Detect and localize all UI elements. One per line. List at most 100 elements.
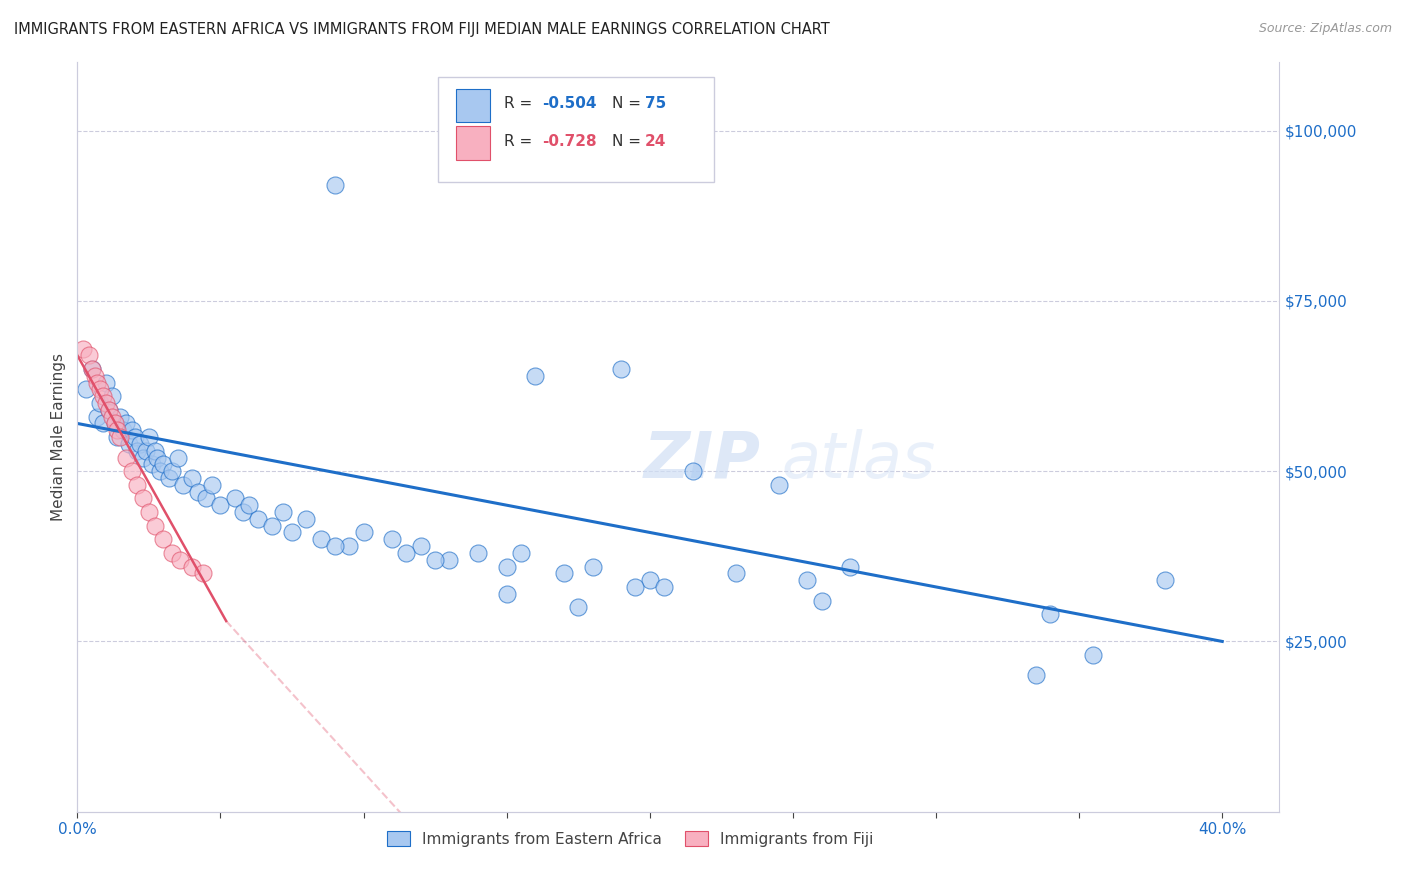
Point [112, 423, 135, 437]
Point [381, 533, 404, 547]
Point [201, 477, 224, 491]
Point [127, 477, 149, 491]
Point [724, 566, 747, 581]
Text: -0.728: -0.728 [543, 134, 598, 149]
Point [409, 539, 432, 553]
Point [495, 587, 517, 601]
Point [193, 566, 215, 581]
Point [1083, 648, 1105, 662]
Point [810, 593, 832, 607]
Point [652, 580, 675, 594]
Point [439, 552, 461, 566]
Point [138, 505, 160, 519]
Point [768, 477, 790, 491]
Point [118, 437, 141, 451]
Bar [456, 88, 489, 122]
Point [295, 512, 318, 526]
Point [121, 423, 143, 437]
Text: N =: N = [612, 96, 647, 112]
Point [132, 450, 155, 465]
Point [97, 402, 120, 417]
Point [638, 573, 661, 587]
Point [91, 417, 114, 431]
Point [77, 348, 100, 362]
Point [395, 546, 418, 560]
Point [209, 498, 232, 512]
Point [224, 491, 246, 506]
Point [89, 396, 111, 410]
Point [353, 525, 375, 540]
Point [232, 505, 254, 519]
Point [624, 580, 647, 594]
Point [796, 573, 818, 587]
Point [246, 512, 269, 526]
FancyBboxPatch shape [439, 78, 714, 182]
Point [337, 539, 360, 553]
Y-axis label: Median Male Earnings: Median Male Earnings [51, 353, 66, 521]
Point [121, 464, 143, 478]
Text: R =: R = [505, 134, 537, 149]
Point [135, 443, 157, 458]
Point [1154, 573, 1177, 587]
Point [273, 505, 295, 519]
Text: Source: ZipAtlas.com: Source: ZipAtlas.com [1258, 22, 1392, 36]
Point [180, 471, 202, 485]
Text: 75: 75 [645, 96, 666, 112]
Point [260, 518, 283, 533]
Point [89, 383, 111, 397]
Point [146, 450, 169, 465]
Point [103, 417, 125, 431]
Point [103, 417, 125, 431]
Point [157, 471, 180, 485]
Point [110, 430, 132, 444]
Point [75, 383, 97, 397]
Point [839, 559, 862, 574]
Point [186, 484, 209, 499]
Point [1025, 668, 1047, 682]
Point [115, 417, 138, 431]
Point [281, 525, 304, 540]
Point [143, 443, 166, 458]
Point [309, 533, 332, 547]
Point [138, 430, 160, 444]
Point [323, 178, 346, 192]
Point [160, 546, 183, 560]
Point [238, 498, 260, 512]
Text: R =: R = [505, 96, 537, 112]
Point [610, 362, 633, 376]
Point [94, 376, 117, 390]
Point [107, 430, 129, 444]
Point [141, 458, 163, 472]
Point [467, 546, 489, 560]
Point [160, 464, 183, 478]
Point [129, 437, 152, 451]
Text: ZIP: ZIP [644, 428, 761, 491]
Point [86, 376, 108, 390]
Legend: Immigrants from Eastern Africa, Immigrants from Fiji: Immigrants from Eastern Africa, Immigran… [381, 824, 880, 853]
Text: N =: N = [612, 134, 647, 149]
Point [149, 464, 172, 478]
Point [100, 409, 122, 424]
Point [553, 566, 575, 581]
Point [124, 430, 146, 444]
Point [107, 423, 129, 437]
Point [567, 600, 589, 615]
Point [110, 409, 132, 424]
Point [323, 539, 346, 553]
Point [100, 389, 122, 403]
Bar [456, 126, 489, 160]
Point [152, 533, 174, 547]
Point [166, 450, 188, 465]
Point [180, 559, 202, 574]
Point [195, 491, 218, 506]
Point [172, 477, 194, 491]
Point [72, 342, 94, 356]
Point [83, 368, 105, 383]
Point [152, 458, 174, 472]
Point [80, 362, 103, 376]
Text: IMMIGRANTS FROM EASTERN AFRICA VS IMMIGRANTS FROM FIJI MEDIAN MALE EARNINGS CORR: IMMIGRANTS FROM EASTERN AFRICA VS IMMIGR… [14, 22, 830, 37]
Point [80, 362, 103, 376]
Text: 24: 24 [645, 134, 666, 149]
Point [423, 552, 446, 566]
Point [581, 559, 603, 574]
